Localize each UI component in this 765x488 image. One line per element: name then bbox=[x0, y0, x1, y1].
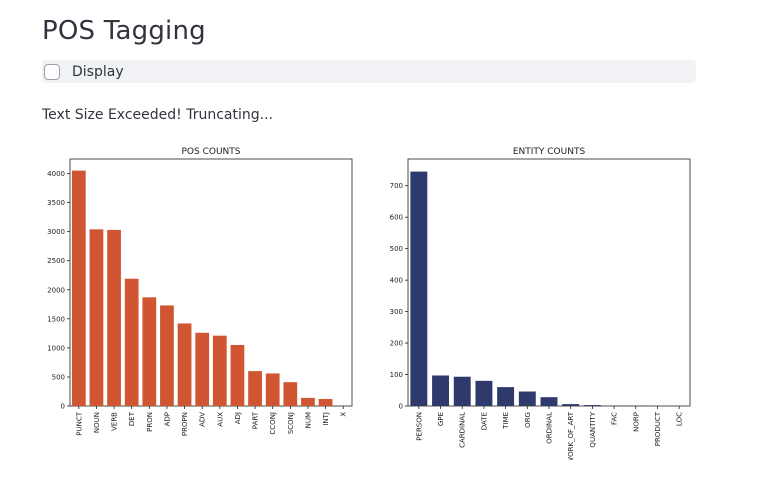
pos-bar-aux bbox=[212, 335, 227, 406]
entity-bar-cardinal bbox=[453, 376, 471, 406]
pos-counts-chart: POS COUNTS 0 500 1000 1500 2000 2500 3000 3500 40… bbox=[30, 140, 370, 464]
pos-xtick-label-noun: NOUN bbox=[93, 412, 101, 433]
truncation-warning: Text Size Exceeded! Truncating... bbox=[42, 107, 273, 123]
entity-xtick-label-product: PRODUCT bbox=[654, 411, 662, 446]
entity-ytick-label: 400 bbox=[390, 277, 403, 285]
pos-xtick-label-adj: ADJ bbox=[234, 412, 242, 424]
entity-xtick-label-fac: FAC bbox=[611, 412, 619, 425]
entity-bar-gpe bbox=[432, 375, 449, 406]
pos-xtick-label-det: DET bbox=[128, 411, 136, 426]
pos-counts-svg: POS COUNTS 0 500 1000 1500 2000 2500 3000 3500 40… bbox=[47, 147, 353, 436]
pos-bar-num bbox=[301, 397, 315, 406]
entity-counts-chart: ENTITY COUNTS 0 100 200 300 400 500 600 700 PERSO… bbox=[368, 140, 708, 464]
entity-xtick-label-work-of-art: WORK_OF_ART bbox=[567, 411, 575, 460]
entity-ytick-label: 200 bbox=[390, 340, 403, 348]
entity-xtick-label-person: PERSON bbox=[415, 412, 423, 441]
pos-xtick-label-adv: ADV bbox=[199, 412, 207, 427]
pos-bar-sconj bbox=[283, 382, 298, 406]
pos-xtick-label-adp: ADP bbox=[163, 412, 171, 426]
pos-bar-cconj bbox=[265, 373, 280, 406]
entity-bar-work-of-art bbox=[562, 404, 580, 406]
entity-bar-quantity bbox=[583, 405, 601, 406]
page-title: POS Tagging bbox=[42, 16, 206, 46]
pos-xtick-label-cconj: CCONJ bbox=[269, 412, 277, 435]
entity-ytick-label: 500 bbox=[390, 245, 403, 253]
pos-plot-frame bbox=[69, 158, 353, 407]
pos-ytick-label: 3500 bbox=[47, 199, 65, 207]
pos-ytick-label: 0 bbox=[61, 403, 65, 411]
entity-plot-frame bbox=[407, 158, 691, 407]
pos-xtick-label-punct: PUNCT bbox=[75, 411, 83, 435]
entity-xtick-label-quantity: QUANTITY bbox=[589, 411, 597, 447]
entity-xtick-label-cardinal: CARDINAL bbox=[459, 412, 467, 448]
entity-xtick-label-org: ORG bbox=[524, 412, 532, 428]
entity-ytick-label: 600 bbox=[390, 214, 403, 222]
pos-bar-adp bbox=[160, 305, 174, 406]
entity-xtick-label-ordinal: ORDINAL bbox=[546, 412, 554, 444]
pos-ytick-label: 500 bbox=[52, 373, 65, 381]
pos-bar-propn bbox=[177, 323, 192, 406]
pos-bar-adj bbox=[230, 344, 245, 406]
pos-ytick-label: 1500 bbox=[47, 315, 65, 323]
display-toggle-row[interactable]: Display bbox=[42, 60, 696, 83]
display-checkbox-label[interactable]: Display bbox=[72, 63, 124, 80]
pos-xtick-label-num: NUM bbox=[304, 412, 312, 428]
entity-xtick-label-loc: LOC bbox=[676, 412, 684, 426]
entity-counts-svg: ENTITY COUNTS 0 100 200 300 400 500 600 700 PERSO… bbox=[390, 147, 691, 464]
pos-xtick-label-pron: PRON bbox=[146, 412, 154, 432]
entity-ytick-label: 100 bbox=[390, 371, 403, 379]
entity-ytick-label: 300 bbox=[390, 308, 403, 316]
entity-bar-ordinal bbox=[540, 397, 558, 406]
pos-bar-part bbox=[248, 371, 262, 406]
pos-ytick-label: 2000 bbox=[47, 286, 65, 294]
pos-bar-det bbox=[124, 278, 139, 406]
pos-ytick-label: 2500 bbox=[47, 257, 65, 265]
pos-xtick-label-intj: INTJ bbox=[322, 412, 330, 426]
entity-bar-person bbox=[410, 171, 428, 406]
entity-xtick-label-date: DATE bbox=[480, 412, 488, 430]
pos-bar-noun bbox=[89, 229, 104, 406]
pos-bar-intj bbox=[318, 399, 333, 406]
entity-bar-org bbox=[518, 391, 536, 406]
pos-xtick-label-sconj: SCONJ bbox=[287, 412, 295, 434]
pos-ytick-label: 3000 bbox=[47, 228, 65, 236]
pos-chart-title: POS COUNTS bbox=[182, 147, 241, 157]
entity-xtick-label-norp: NORP bbox=[632, 412, 640, 432]
pos-bar-adv bbox=[195, 332, 210, 406]
entity-ytick-label: 0 bbox=[399, 403, 403, 411]
entity-bar-date bbox=[475, 380, 493, 406]
pos-ytick-label: 1000 bbox=[47, 344, 65, 352]
pos-xtick-label-aux: AUX bbox=[216, 412, 224, 427]
pos-bar-punct bbox=[71, 170, 86, 406]
pos-ytick-label: 4000 bbox=[47, 170, 65, 178]
entity-xtick-label-gpe: GPE bbox=[437, 412, 445, 426]
pos-xtick-label-x: X bbox=[340, 412, 348, 417]
entity-xtick-label-time: TIME bbox=[502, 412, 510, 430]
pos-bar-verb bbox=[107, 229, 121, 406]
display-checkbox[interactable] bbox=[44, 63, 60, 80]
entity-bar-time bbox=[497, 387, 515, 406]
pos-bar-pron bbox=[142, 297, 157, 406]
pos-xtick-label-propn: PROPN bbox=[181, 412, 189, 436]
entity-chart-title: ENTITY COUNTS bbox=[513, 147, 586, 157]
entity-ytick-label: 700 bbox=[390, 182, 403, 190]
pos-xtick-label-part: PART bbox=[252, 411, 260, 429]
pos-xtick-label-verb: VERB bbox=[111, 412, 119, 431]
